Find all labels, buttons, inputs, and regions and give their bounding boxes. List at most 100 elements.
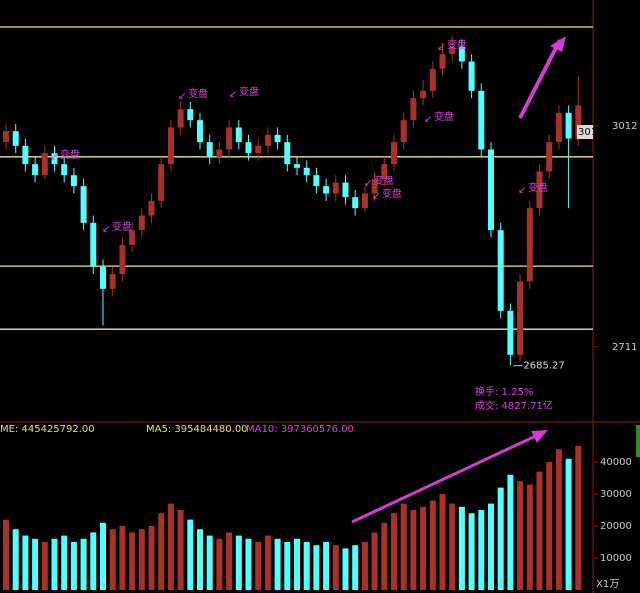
candle-body [342,182,349,198]
candle-body [294,164,300,168]
candle-body [235,127,242,143]
candle-body [478,90,485,150]
candle-body [332,182,339,194]
volume-bar [410,510,417,590]
volume-bar [546,462,553,590]
volume-bar [80,538,87,590]
volume-bar [439,494,446,590]
volume-bar [206,535,213,590]
candle-body [517,281,524,355]
candle-body [546,142,553,172]
annotation-arrow: ↙ [518,185,526,196]
candle-body [439,54,446,69]
volume-bar [361,542,368,590]
arrow-head [550,36,566,52]
volume-bar [429,500,436,590]
volume-bar [526,484,533,590]
candle-body [526,208,533,282]
candle-body [274,134,281,143]
annotation-arrow: ↙ [424,114,432,125]
volume-bar [167,503,174,590]
annotation: 变盘 [382,187,402,200]
annotation: 变盘 [434,110,454,123]
y-tick-label: 20000 [600,521,632,532]
candle-body [371,178,378,194]
candle-body [100,266,106,289]
volume-header: ME: 445425792.00 [0,424,95,435]
candle-body [381,164,388,179]
volume-header: MA5: 395484480.00 [146,424,248,435]
volume-bar [575,446,582,590]
volume-bar [216,538,223,590]
candle-body [206,142,213,157]
volume-bar [332,545,339,590]
price-tag: 301 [578,127,597,138]
candle-body [352,197,359,209]
candle-body [216,149,223,157]
volume-bar [119,526,126,590]
annotation-arrow: ↙ [178,91,186,102]
y-tick-label: 3012 [612,121,637,132]
unit-label: X1万 [596,579,619,590]
candle-body [575,105,582,139]
y-tick-label: 10000 [600,553,632,564]
candle-body [555,112,562,143]
candle-body [109,274,116,289]
candle-body [70,175,77,187]
candle-body [197,120,203,143]
candle-body [3,131,9,143]
info-text: 换手: 1.25% [475,385,533,398]
candle-body [284,142,291,165]
candle-body [177,109,184,128]
volume-bar [235,535,242,590]
candle-body [536,171,543,209]
annotation-arrow: ↙ [364,178,372,189]
volume-bar [3,519,9,590]
annotation-arrow: ↙ [437,42,445,53]
y-tick-label: 2711 [612,342,637,353]
candle-body [458,46,465,62]
candle-body [32,164,39,176]
volume-bar [138,529,145,590]
annotation-arrow: ↙ [229,89,237,100]
volume-bar [284,542,291,590]
candle-body [420,90,427,99]
candle-body [138,215,145,231]
candle-body [158,164,165,201]
candle-body [255,145,262,154]
low-label: 2685.27 [523,361,564,372]
volume-bar [264,535,271,590]
volume-bar [274,538,281,590]
volume-bar [12,529,19,590]
candle-body [391,142,397,165]
volume-bar [468,513,475,590]
y-tick-label: 30000 [600,489,632,500]
volume-bar [22,535,29,590]
arrow [351,432,541,524]
volume-bar [488,503,494,590]
candle-body [429,68,436,91]
annotation: 变盘 [447,38,467,51]
volume-bar [158,513,165,590]
y-tick-label: 40000 [600,457,632,468]
candle-body [226,127,233,150]
volume-bar [565,458,572,590]
volume-bar [245,538,252,590]
volume-bar [294,538,300,590]
annotation: 变盘 [528,181,548,194]
volume-bar [70,542,77,590]
volume-bar [100,522,106,590]
volume-bar [226,532,233,590]
candle-body [187,109,194,121]
annotation-arrow: ↙ [50,152,58,163]
volume-bar [536,471,543,590]
candle-body [497,230,504,311]
candle-body [129,230,136,245]
volume-bar [177,510,184,590]
candle-body [61,164,68,176]
volume-header: MA10: 397360576.00 [246,424,354,435]
volume-bar [313,545,320,590]
volume-bar [400,503,407,590]
arrow [518,39,562,119]
volume-bar [381,522,388,590]
